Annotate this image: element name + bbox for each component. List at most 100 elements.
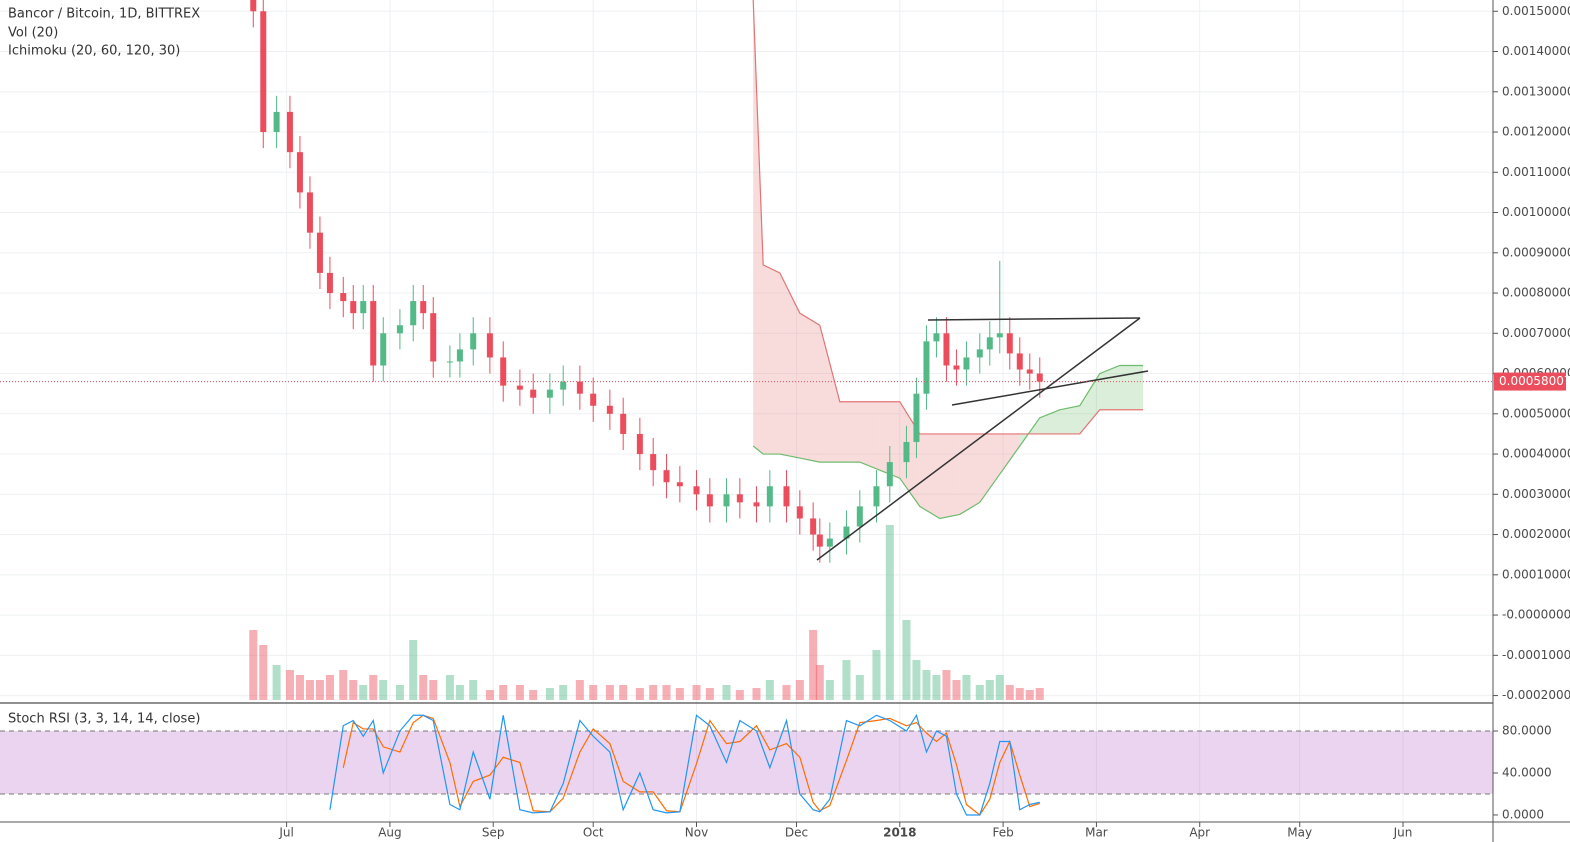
candle-body: [766, 486, 773, 507]
candle-body: [723, 494, 730, 507]
candle-body: [943, 333, 950, 366]
candle-body: [636, 433, 643, 455]
candle-body: [736, 494, 743, 503]
volume-bar: [782, 685, 791, 700]
last-price-label: 0.00058007: [1499, 374, 1570, 388]
candle-body: [620, 413, 627, 434]
candle-body: [986, 337, 993, 350]
candle-body: [470, 333, 477, 350]
volume-bar: [305, 680, 314, 700]
x-tick-label: 2018: [883, 826, 916, 840]
candle-body: [650, 454, 657, 471]
stoch-band: [0, 731, 1493, 794]
y-tick-label: 0.00100000: [1502, 205, 1570, 219]
candle-body: [1036, 373, 1043, 382]
candle-body: [500, 357, 507, 386]
y-tick-label: -0.00020000: [1502, 688, 1570, 702]
y-tick-label: 0.00120000: [1502, 125, 1570, 139]
cloud-segment: [1079, 373, 1100, 434]
volume-bar: [469, 680, 478, 700]
volume-bar: [369, 675, 378, 700]
candle-body: [976, 349, 983, 358]
candle-body: [913, 393, 920, 442]
volume-bar: [825, 680, 834, 700]
candle-body: [260, 11, 267, 133]
candle-body: [250, 0, 257, 12]
candle-body: [933, 333, 940, 342]
cloud-segment: [753, 0, 764, 455]
ichimoku-label: Ichimoku (20, 60, 120, 30): [8, 44, 180, 59]
volume-bar: [619, 685, 628, 700]
chart-title: Bancor / Bitcoin, 1D, BITTREX: [8, 7, 200, 22]
candle-body: [316, 232, 323, 273]
stoch-k-line: [329, 713, 1040, 816]
candle-body: [546, 389, 553, 398]
x-tick-label: Dec: [785, 826, 808, 840]
y-tick-label: 0.00010000: [1502, 567, 1570, 581]
stoch-tick-label: 80.0000: [1502, 724, 1552, 738]
x-tick-label: Aug: [378, 826, 401, 840]
y-tick-label: -0.00000000: [1502, 608, 1570, 622]
volume-bar: [942, 670, 951, 700]
volume-bar: [285, 670, 294, 700]
x-tick-label: Jul: [278, 826, 293, 840]
candle-body: [340, 293, 347, 302]
volume-bar: [1025, 690, 1034, 700]
volume-bar: [559, 685, 568, 700]
volume-bar: [675, 688, 684, 700]
stoch-panel: [0, 713, 1493, 816]
volume-bar: [995, 675, 1004, 700]
y-tick-label: 0.00140000: [1502, 44, 1570, 58]
candle-body: [1016, 353, 1023, 370]
candle-body: [1006, 333, 1013, 354]
lead-a-line: [752, 364, 1144, 520]
volume-bar: [339, 670, 348, 700]
ichimoku-cloud: [752, 0, 1144, 520]
volume-bar: [1015, 688, 1024, 700]
volume-bar: [272, 665, 281, 700]
volume-bar: [975, 685, 984, 700]
volume-bar: [249, 630, 258, 700]
volume-bar: [379, 680, 388, 700]
candle-body: [816, 534, 823, 547]
candle-body: [963, 357, 970, 370]
cloud-segment: [879, 401, 900, 479]
volume-bar: [499, 685, 508, 700]
volume-bar: [635, 688, 644, 700]
volume-bar: [515, 685, 524, 700]
candle-body: [783, 486, 790, 507]
volume-bar: [692, 685, 701, 700]
candle-body: [286, 111, 293, 153]
candle-body: [396, 325, 403, 334]
trendline: [816, 317, 1141, 561]
candle-body: [576, 381, 583, 394]
candle-body: [560, 381, 567, 390]
candle-body: [360, 301, 367, 314]
volume-bar: [395, 685, 404, 700]
stoch-d-line: [342, 714, 1040, 816]
y-tick-label: 0.00040000: [1502, 447, 1570, 461]
candle-body: [370, 301, 377, 366]
volume-bar: [445, 675, 454, 700]
volume-bar: [815, 665, 824, 700]
trendline: [927, 317, 1141, 321]
cloud-segment: [819, 325, 840, 463]
volume-bar: [962, 675, 971, 700]
candle-body: [306, 192, 313, 233]
volume-bar: [259, 645, 268, 700]
stoch-tick-label: 0.0000: [1502, 807, 1544, 821]
x-tick-label: Nov: [685, 826, 708, 840]
volume-bar: [419, 675, 428, 700]
trendlines: [816, 317, 1149, 561]
volume-bar: [545, 688, 554, 700]
volume-label: Vol (20): [8, 26, 58, 41]
candle-body: [326, 272, 333, 294]
candle-body: [1026, 369, 1033, 374]
volume-bar: [1005, 685, 1014, 700]
volume-bar: [842, 660, 851, 700]
candle-body: [606, 405, 613, 414]
candle-body: [953, 365, 960, 370]
volume-bar: [872, 650, 881, 700]
